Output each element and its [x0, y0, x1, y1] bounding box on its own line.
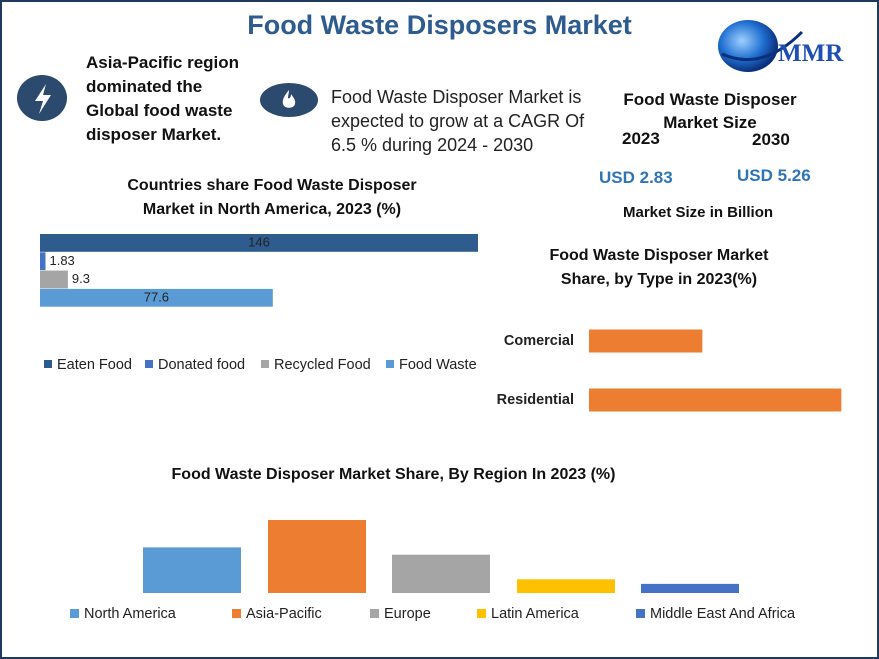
- bar: [589, 329, 703, 353]
- legend-label: Latin America: [491, 606, 580, 622]
- chart-title: Food Waste Disposer Market Share, by Typ…: [549, 247, 769, 288]
- data-label: 146: [248, 235, 270, 250]
- legend-swatch: [386, 360, 394, 368]
- bar: [392, 554, 490, 593]
- callout: Asia-Pacific region dominated the Global…: [86, 53, 240, 144]
- legend-label: North America: [84, 606, 177, 622]
- year-label: 2023: [622, 129, 660, 148]
- legend-swatch: [477, 609, 486, 618]
- legend-label: Donated food: [158, 357, 245, 373]
- market-size-title: Food Waste Disposer Market Size: [623, 90, 797, 132]
- legend-swatch: [232, 609, 241, 618]
- legend-label: Europe: [384, 606, 431, 622]
- bar: [40, 252, 46, 271]
- legend-label: Recycled Food: [274, 357, 371, 373]
- legend-label: Food Waste: [399, 357, 477, 373]
- bar: [40, 270, 68, 289]
- bar: [641, 583, 739, 593]
- legend-label: Asia-Pacific: [246, 606, 322, 622]
- bar: [517, 579, 615, 593]
- y-tick-label: Residential: [497, 392, 574, 408]
- data-label: 1.83: [49, 253, 74, 268]
- bar: [589, 388, 842, 412]
- year-label: 2030: [752, 130, 790, 149]
- fire-icon: [282, 90, 296, 108]
- bar: [40, 288, 273, 307]
- market-size-note: Market Size in Billion: [622, 204, 774, 221]
- bar: [268, 520, 366, 593]
- legend-swatch: [370, 609, 379, 618]
- legend-swatch: [145, 360, 153, 368]
- chart-title: Food Waste Disposer Market Share, By Reg…: [171, 466, 616, 483]
- legend-label: Eaten Food: [57, 357, 132, 373]
- market-value: USD 2.83: [599, 168, 673, 187]
- bar: [143, 547, 241, 593]
- y-tick-label: Comercial: [504, 333, 574, 349]
- legend-swatch: [70, 609, 79, 618]
- logo-text: MMR: [778, 40, 844, 67]
- legend-label: Middle East And Africa: [650, 606, 796, 622]
- page-title: Food Waste Disposers Market: [247, 10, 632, 40]
- data-label: 9.3: [72, 271, 90, 286]
- legend-swatch: [636, 609, 645, 618]
- market-value: USD 5.26: [737, 166, 811, 185]
- callout: Food Waste Disposer Market is expected t…: [331, 87, 585, 155]
- legend-swatch: [261, 360, 269, 368]
- logo-swoosh: [721, 30, 804, 62]
- legend-swatch: [44, 360, 52, 368]
- data-label: 77.6: [144, 289, 169, 304]
- lightning-icon: [35, 84, 51, 114]
- chart-title: Countries share Food Waste Disposer Mark…: [127, 177, 417, 218]
- bar: [40, 234, 478, 252]
